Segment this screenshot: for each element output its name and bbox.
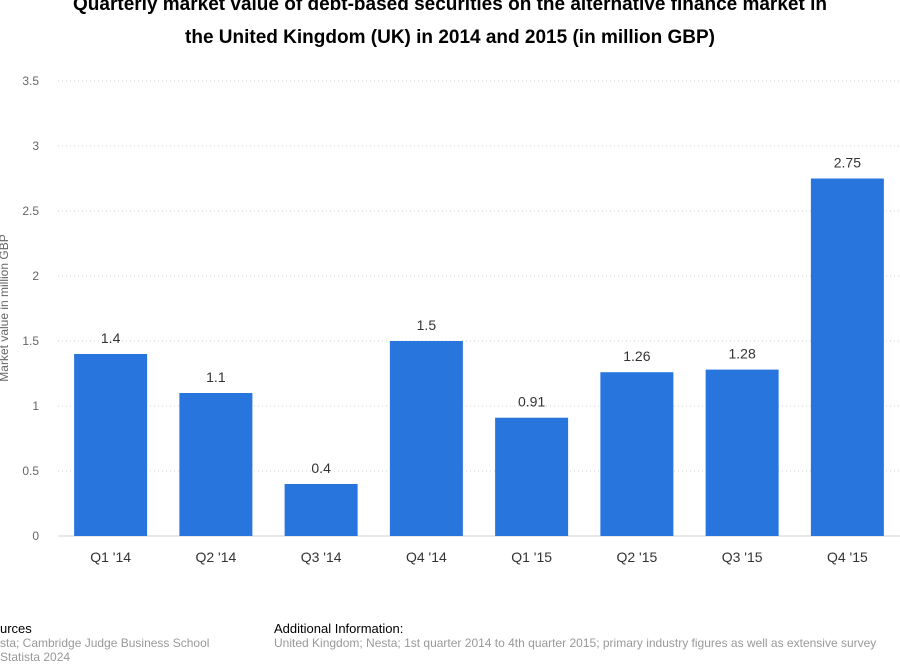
sources-line-2: Statista 2024 [0, 650, 71, 664]
x-tick-label: Q4 '15 [827, 549, 868, 565]
x-axis-ticks: Q1 '14 Q2 '14 Q3 '14 Q4 '14 Q1 '15 Q2 '15 Q3 '… [90, 549, 868, 565]
y-tick-label: 3.5 [22, 74, 39, 88]
data-label: 1.1 [206, 369, 226, 385]
chart-title: Quarterly market value of debt-based sec… [0, 0, 900, 54]
y-axis-ticks: 0 0.5 1 1.5 2 2.5 3 3.5 [22, 74, 39, 543]
data-label: 0.4 [311, 460, 331, 476]
bar [705, 369, 779, 536]
data-label: 2.75 [834, 155, 861, 171]
y-tick-label: 3 [32, 139, 39, 153]
bar [495, 417, 569, 536]
additional-info-block: Additional Information: United Kingdom; … [274, 621, 877, 651]
data-labels: 1.4 1.1 0.4 1.5 0.91 1.26 1.28 2.75 [101, 155, 861, 477]
data-label: 1.28 [729, 346, 756, 362]
data-label: 1.26 [623, 348, 650, 364]
bars [74, 178, 884, 536]
y-tick-label: 1.5 [22, 334, 39, 348]
sources-line-1: sta; Cambridge Judge Business School [0, 636, 210, 650]
x-tick-label: Q1 '14 [90, 549, 131, 565]
y-tick-label: 0.5 [22, 464, 39, 478]
x-tick-label: Q2 '15 [616, 549, 657, 565]
y-tick-label: 0 [32, 529, 39, 543]
additional-info-heading: Additional Information: [274, 621, 404, 636]
bar [389, 341, 463, 536]
data-label: 1.5 [417, 317, 437, 333]
bar [600, 372, 674, 536]
bar [284, 484, 358, 536]
y-tick-label: 1 [32, 399, 39, 413]
x-tick-label: Q1 '15 [511, 549, 552, 565]
sources-heading: urces [0, 621, 32, 636]
chart-title-line-2: the United Kingdom (UK) in 2014 and 2015… [185, 27, 715, 48]
bar-chart: 0 0.5 1 1.5 2 2.5 3 3.5 1.4 1.1 0.4 1.5 0.91 1.26 1.2… [0, 74, 900, 565]
y-axis-label: Market value in million GBP [0, 234, 11, 381]
sources-block: urces sta; Cambridge Judge Business Scho… [0, 621, 210, 665]
y-tick-label: 2.5 [22, 204, 39, 218]
x-tick-label: Q4 '14 [406, 549, 447, 565]
data-label: 1.4 [101, 330, 121, 346]
y-tick-label: 2 [32, 269, 39, 283]
bar [810, 178, 884, 536]
bar [74, 354, 148, 536]
additional-info-text: United Kingdom; Nesta; 1st quarter 2014 … [274, 636, 877, 650]
bar [179, 393, 253, 536]
x-tick-label: Q2 '14 [195, 549, 236, 565]
chart-title-line-1: Quarterly market value of debt-based sec… [73, 0, 827, 15]
x-tick-label: Q3 '14 [301, 549, 342, 565]
x-tick-label: Q3 '15 [722, 549, 763, 565]
data-label: 0.91 [518, 394, 545, 410]
